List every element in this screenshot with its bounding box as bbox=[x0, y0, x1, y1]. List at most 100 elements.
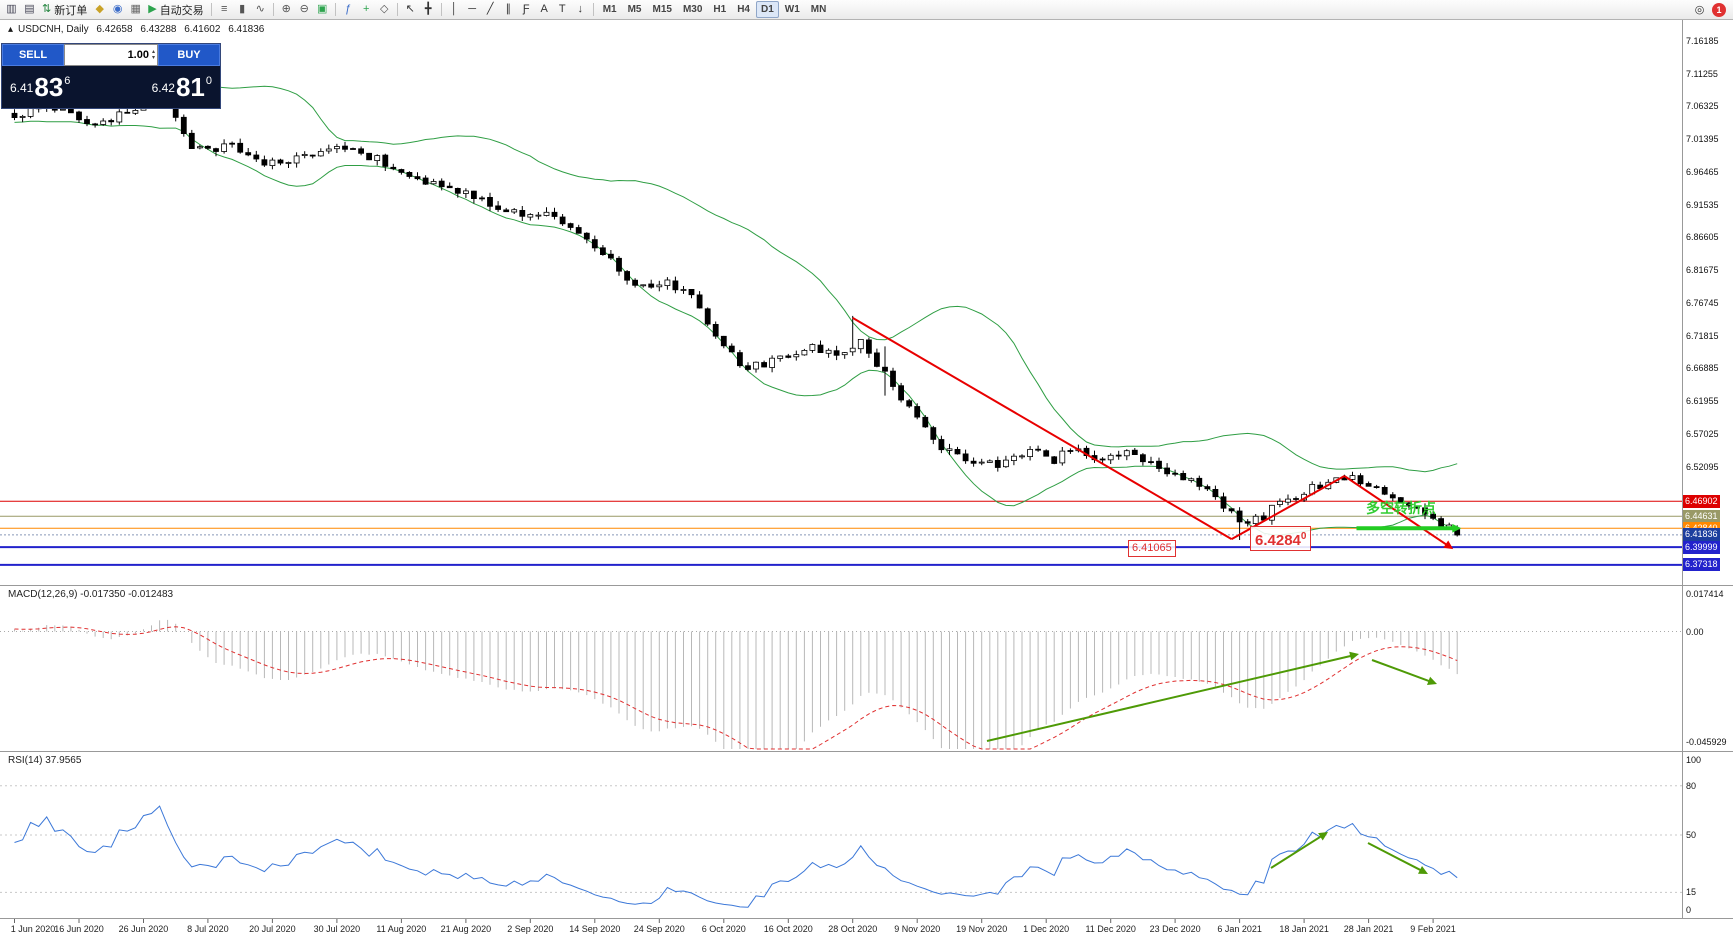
support-price-label[interactable]: 6.42840 bbox=[1250, 526, 1312, 551]
date-axis-label: 16 Oct 2020 bbox=[763, 924, 813, 934]
price-axis-tick: 6.91535 bbox=[1686, 199, 1719, 210]
buy-price-big: 81 bbox=[175, 72, 205, 102]
macd-indicator-label: MACD(12,26,9) -0.017350 -0.012483 bbox=[8, 589, 174, 600]
date-axis-label: 24 Sep 2020 bbox=[633, 924, 685, 934]
data-window-icon[interactable]: ▦ bbox=[127, 1, 144, 18]
timeframe-h1-button[interactable]: H1 bbox=[713, 4, 727, 15]
vertical-line-icon[interactable]: │ bbox=[446, 1, 463, 18]
chart-profiles-icon[interactable]: ▤ bbox=[21, 1, 38, 18]
date-axis-label: 6 Jan 2021 bbox=[1217, 924, 1262, 934]
turning-point-text[interactable]: 多空转折点 bbox=[1366, 500, 1436, 516]
toolbar-separator bbox=[440, 3, 442, 16]
timeframe-mn-button[interactable]: MN bbox=[810, 4, 827, 15]
chart-profiles-icon: ▤ bbox=[24, 3, 35, 15]
trendline-icon[interactable]: ╱ bbox=[482, 1, 499, 18]
price-axis-tick: 7.11255 bbox=[1686, 68, 1718, 79]
date-axis-label: 1 Dec 2020 bbox=[1023, 924, 1070, 934]
date-axis-label: 9 Feb 2021 bbox=[1410, 924, 1456, 934]
date-axis-label: 19 Nov 2020 bbox=[956, 924, 1008, 934]
date-axis-label: 11 Aug 2020 bbox=[376, 924, 427, 934]
tile-windows-icon[interactable]: ▣ bbox=[314, 1, 331, 18]
low-value: 6.41602 bbox=[184, 24, 221, 35]
zoom-out-icon[interactable]: ⊖ bbox=[296, 1, 313, 18]
cursor-icon[interactable]: ↖ bbox=[402, 1, 419, 18]
new-order-button[interactable]: ⇅ 新订单 bbox=[39, 1, 90, 18]
zoom-in-icon[interactable]: ⊕ bbox=[278, 1, 295, 18]
date-axis-label: 28 Jan 2021 bbox=[1343, 924, 1394, 934]
fibonacci-icon: Ƒ bbox=[522, 3, 530, 15]
macd-panel-region[interactable] bbox=[0, 587, 1682, 749]
lot-spinner[interactable]: ▴ ▾ bbox=[151, 49, 156, 61]
line-chart-mode-icon[interactable]: ∿ bbox=[252, 1, 269, 18]
support-price-main: 6.4284 bbox=[1255, 532, 1301, 549]
price-axis-tick: 7.06325 bbox=[1686, 101, 1719, 112]
channel-icon[interactable]: ∥ bbox=[500, 1, 517, 18]
candlestick-mode-icon: ▮ bbox=[239, 3, 246, 15]
date-axis-label: 21 Aug 2020 bbox=[440, 924, 492, 934]
market-watch-icon: ◉ bbox=[112, 3, 123, 15]
objects-icon[interactable]: ◇ bbox=[376, 1, 393, 18]
timeframe-d1-button[interactable]: D1 bbox=[756, 1, 779, 18]
search-icon[interactable]: ◎ bbox=[1694, 4, 1705, 16]
candlestick-mode-icon[interactable]: ▮ bbox=[234, 1, 251, 18]
date-axis-label: 26 Jun 2020 bbox=[118, 924, 169, 934]
fibonacci-icon[interactable]: Ƒ bbox=[518, 1, 535, 18]
buy-price: 6.42 81 0 bbox=[151, 72, 212, 102]
lot-size-input[interactable] bbox=[65, 48, 151, 62]
expert-advisors-icon[interactable]: ◆ bbox=[91, 1, 108, 18]
sell-button[interactable]: SELL bbox=[2, 44, 64, 66]
spinner-down-icon[interactable]: ▾ bbox=[151, 55, 155, 61]
auto-trading-button[interactable]: ▶ 自动交易 bbox=[145, 1, 206, 18]
timeframe-m1-button[interactable]: M1 bbox=[602, 4, 617, 15]
swing-low-price-label[interactable]: 6.41065 bbox=[1128, 540, 1176, 557]
timeframe-m30-button[interactable]: M30 bbox=[682, 4, 703, 15]
market-watch-icon[interactable]: ◉ bbox=[109, 1, 126, 18]
buy-button[interactable]: BUY bbox=[158, 44, 220, 66]
collapse-arrow-icon[interactable]: ▴ bbox=[8, 24, 14, 35]
date-axis-label: 16 Jun 2020 bbox=[54, 924, 104, 934]
new-order-icon: ⇅ bbox=[42, 3, 52, 15]
sell-price-sup: 6 bbox=[64, 75, 71, 87]
spinner-up-icon[interactable]: ▴ bbox=[151, 49, 155, 55]
text-tool-icon[interactable]: A bbox=[536, 1, 553, 18]
objects-icon: ◇ bbox=[379, 3, 389, 15]
trade-panel-prices: 6.41 83 6 6.42 81 0 bbox=[2, 66, 220, 108]
toolbar-separator bbox=[334, 3, 336, 16]
label-tool-icon: T bbox=[558, 3, 566, 15]
bar-chart-mode-icon: ≡ bbox=[220, 3, 228, 15]
new-chart-icon: ▥ bbox=[6, 3, 17, 15]
data-window-icon: ▦ bbox=[130, 3, 141, 15]
tile-windows-icon: ▣ bbox=[316, 3, 328, 15]
label-tool-icon[interactable]: T bbox=[554, 1, 571, 18]
indicators-icon[interactable]: ƒ bbox=[340, 1, 357, 18]
high-value: 6.43288 bbox=[140, 24, 177, 35]
bar-chart-mode-icon[interactable]: ≡ bbox=[216, 1, 233, 18]
price-axis-tick: 6.52095 bbox=[1686, 461, 1719, 472]
crosshair-icon[interactable]: ╋ bbox=[420, 1, 437, 18]
open-value: 6.42658 bbox=[96, 24, 133, 35]
arrows-tool-icon[interactable]: ↓ bbox=[572, 1, 589, 18]
timeframe-m5-button[interactable]: M5 bbox=[627, 4, 642, 15]
price-axis-tick: 6.96465 bbox=[1686, 166, 1719, 177]
expert-advisors-icon: ◆ bbox=[95, 3, 104, 15]
timeframe-w1-button[interactable]: W1 bbox=[784, 4, 800, 15]
price-level-chip: 6.46902 bbox=[1683, 494, 1720, 508]
timeframe-m15-button[interactable]: M15 bbox=[652, 4, 672, 15]
toolbar-items: ▥ ▤ ⇅ 新订单 ◆ ◉ ▦ ▶ 自动交易 ≡ ▮ ∿ ⊕ ⊖ ▣ ƒ + ◇ ↖ ╋ │ ─ ╱ ∥ Ƒ A T ↓ bbox=[3, 1, 597, 18]
buy-price-prefix: 6.42 bbox=[151, 81, 175, 95]
date-axis[interactable]: 1 Jun 2020 16 Jun 2020 26 Jun 2020 8 Jul 20… bbox=[0, 919, 1682, 941]
new-chart-icon[interactable]: ▥ bbox=[3, 1, 20, 18]
close-value: 6.41836 bbox=[228, 24, 265, 35]
one-click-trading-panel: SELL ▴ ▾ BUY 6.41 83 6 6.42 81 0 bbox=[1, 43, 221, 109]
indicator-add-icon[interactable]: + bbox=[358, 1, 375, 18]
line-chart-mode-icon: ∿ bbox=[255, 3, 265, 15]
rsi-indicator-label: RSI(14) 37.9565 bbox=[8, 755, 82, 766]
support-price-sup: 0 bbox=[1300, 531, 1307, 542]
notification-badge[interactable]: 1 bbox=[1712, 2, 1726, 17]
timeframe-h4-button[interactable]: H4 bbox=[737, 4, 750, 15]
zoom-out-icon: ⊖ bbox=[299, 3, 309, 15]
crosshair-icon: ╋ bbox=[424, 3, 432, 15]
horizontal-line-icon[interactable]: ─ bbox=[464, 1, 481, 18]
rsi-panel-region[interactable] bbox=[0, 753, 1682, 917]
price-axis[interactable]: 7.16185 7.11255 7.06325 7.01395 6.96465 6.915… bbox=[1682, 20, 1733, 919]
